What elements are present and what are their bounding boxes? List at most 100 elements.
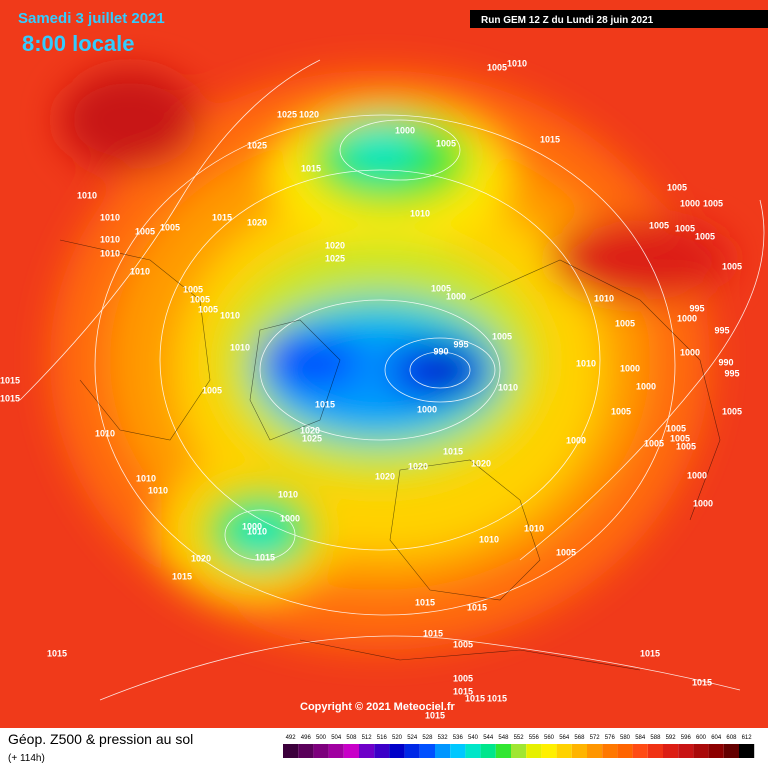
- legend-swatch: [723, 744, 739, 758]
- legend-label: 584: [635, 735, 646, 741]
- legend-swatch: [495, 744, 511, 758]
- isobar-label: 1005: [676, 441, 696, 451]
- legend-label: 548: [498, 735, 509, 741]
- isobar-label: 1015: [415, 597, 435, 607]
- isobar-label: 1020: [191, 553, 211, 563]
- isobar-label: 1015: [0, 375, 20, 385]
- isobar-label: 1015: [465, 693, 485, 703]
- isobar-label: 1005: [722, 406, 742, 416]
- isobar-label: 990: [433, 346, 448, 356]
- isobar-label: 1005: [198, 304, 218, 314]
- legend-label: 560: [544, 735, 555, 741]
- legend-swatch: [359, 744, 375, 758]
- legend-swatch: [541, 744, 557, 758]
- isobar-label: 1000: [687, 470, 707, 480]
- isobar-label: 1005: [615, 318, 635, 328]
- legend-swatch: [678, 744, 694, 758]
- isobar-label: 1000: [242, 521, 262, 531]
- isobar-label: 1005: [611, 406, 631, 416]
- footer-lead: (+ 114h): [8, 753, 45, 764]
- isobar-label: 1005: [703, 198, 723, 208]
- isobar-label: 1015: [172, 571, 192, 581]
- legend-swatch: [298, 744, 314, 758]
- legend-swatch: [739, 744, 755, 758]
- isobar-label: 1020: [300, 425, 320, 435]
- legend-label: 576: [605, 735, 616, 741]
- isobar-label: 1020: [375, 471, 395, 481]
- legend-label: 552: [514, 735, 525, 741]
- legend-swatch: [343, 744, 359, 758]
- legend-swatch: [663, 744, 679, 758]
- isobar-label: 1020: [299, 109, 319, 119]
- legend-label: 604: [711, 735, 722, 741]
- legend-swatch: [587, 744, 603, 758]
- isobar-label: 1005: [190, 294, 210, 304]
- isobar-label: 1015: [453, 686, 473, 696]
- legend-swatch: [708, 744, 724, 758]
- legend-swatch: [511, 744, 527, 758]
- isobar-label: 1005: [135, 226, 155, 236]
- legend-label: 540: [468, 735, 479, 741]
- isobar-label: 1010: [576, 358, 596, 368]
- legend-swatch: [556, 744, 572, 758]
- legend-label: 588: [650, 735, 661, 741]
- legend-label: 500: [316, 735, 327, 741]
- legend-label: 572: [590, 735, 601, 741]
- isobar-label: 1000: [680, 198, 700, 208]
- isobar-label: 1005: [695, 231, 715, 241]
- footer-title: Géop. Z500 & pression au sol: [8, 731, 193, 747]
- isobar-label: 1010: [100, 212, 120, 222]
- isobar-label: 1015: [640, 648, 660, 658]
- isobar-label: 1000: [417, 404, 437, 414]
- legend-label: 508: [346, 735, 357, 741]
- isobar-label: 1005: [644, 438, 664, 448]
- isobar-label: 1005: [487, 62, 507, 72]
- legend-swatch: [374, 744, 390, 758]
- legend-label: 596: [681, 735, 692, 741]
- isobar-label: 990: [718, 357, 733, 367]
- isobar-label: 1010: [220, 310, 240, 320]
- isobar-label: 1000: [677, 313, 697, 323]
- legend-label: 496: [301, 735, 312, 741]
- isobar-label: 1000: [280, 513, 300, 523]
- legend-swatch: [283, 744, 299, 758]
- isobar-label: 1005: [453, 673, 473, 683]
- isobar-label: 995: [724, 368, 739, 378]
- legend-label: 516: [377, 735, 388, 741]
- isobar-label: 1015: [255, 552, 275, 562]
- isobar-label: 1005: [436, 138, 456, 148]
- date: Samedi 3 juillet 2021: [18, 10, 165, 27]
- legend-swatch: [419, 744, 435, 758]
- isobar-label: 1025: [277, 109, 297, 119]
- legend-label: 524: [407, 735, 418, 741]
- isobar-label: 1005: [453, 639, 473, 649]
- legend-swatch: [465, 744, 481, 758]
- legend-swatch: [450, 744, 466, 758]
- isobar-label: 1005: [183, 284, 203, 294]
- isobar-label: 1005: [556, 547, 576, 557]
- isobar-label: 1015: [487, 693, 507, 703]
- legend-swatch: [526, 744, 542, 758]
- legend-label: 608: [726, 735, 737, 741]
- isobar-label: 1010: [77, 190, 97, 200]
- legend-label: 612: [742, 735, 753, 741]
- legend-label: 556: [529, 735, 540, 741]
- isobar-label: 1000: [680, 347, 700, 357]
- isobar-label: 1005: [160, 222, 180, 232]
- isobar-label: 1020: [408, 461, 428, 471]
- isobar-label: 1015: [0, 393, 20, 403]
- isobar-label: 1010: [148, 485, 168, 495]
- isobar-label: 1025: [325, 253, 345, 263]
- legend-label: 564: [559, 735, 570, 741]
- isobar-label: 1025: [302, 433, 322, 443]
- isobar-label: 1010: [100, 234, 120, 244]
- legend-label: 520: [392, 735, 403, 741]
- isobar-label: 1010: [100, 248, 120, 258]
- legend-swatch: [571, 744, 587, 758]
- legend-label: 504: [331, 735, 342, 741]
- legend-label: 512: [362, 735, 373, 741]
- isobar-label: 1000: [636, 381, 656, 391]
